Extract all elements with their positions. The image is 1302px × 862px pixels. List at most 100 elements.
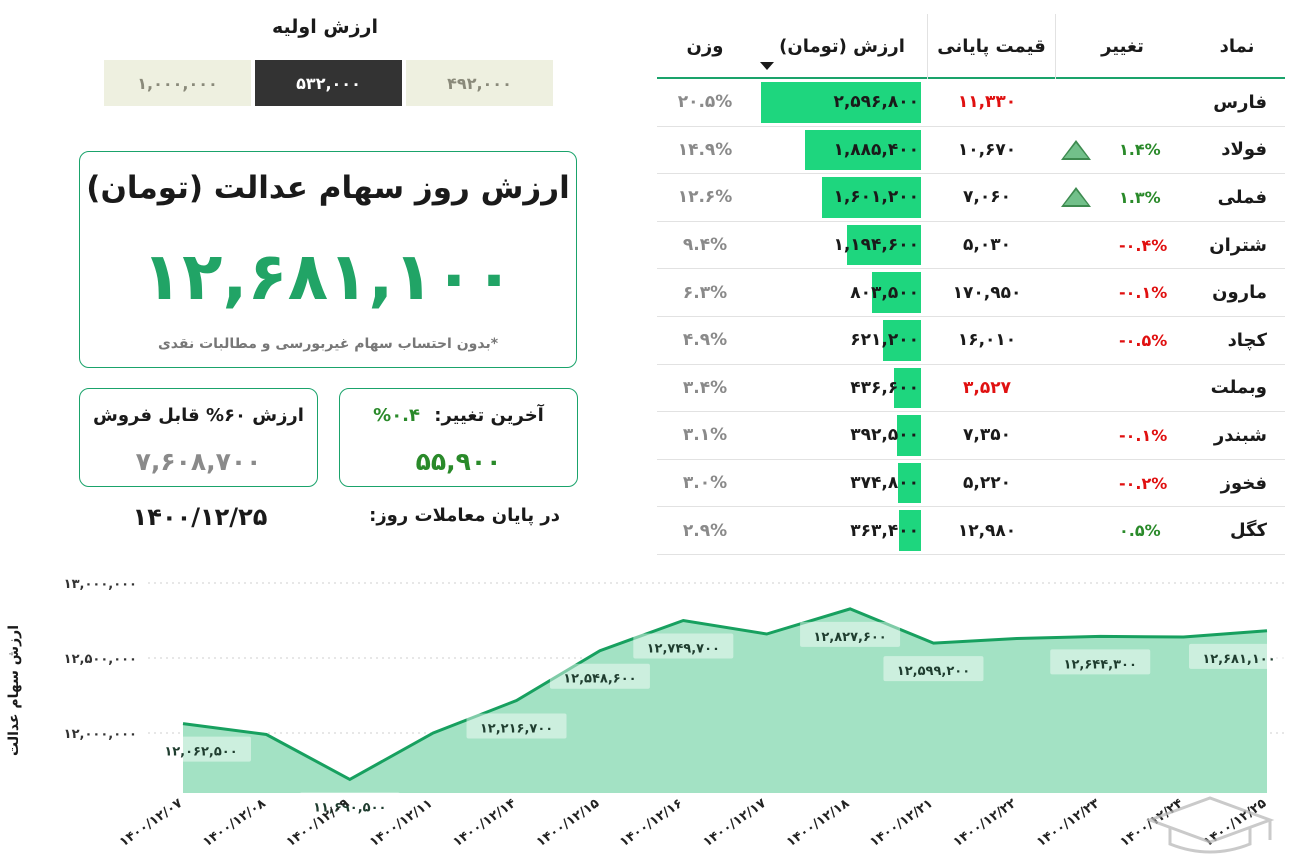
- up-arrow-icon: [1061, 139, 1091, 160]
- header-weight[interactable]: وزن: [686, 36, 724, 57]
- data-label: ۱۲,۵۴۸,۶۰۰: [563, 672, 636, 687]
- cell-final-price: ۵,۰۳۰: [963, 235, 1011, 256]
- table-row[interactable]: کگل ۰.۵% ۱۲,۹۸۰ ۳۶۳,۴۰۰ ۲.۹%: [657, 507, 1285, 555]
- header-final-price[interactable]: قیمت پایانی: [927, 14, 1055, 79]
- data-label-bg: [466, 713, 567, 739]
- cell-final-price: ۱۱,۳۳۰: [957, 92, 1017, 113]
- cell-value: ۴۳۶,۶۰۰: [757, 365, 921, 412]
- table-row[interactable]: فولاد ۱.۴% ۱۰,۶۷۰ ۱,۸۸۵,۴۰۰ ۱۴.۹%: [657, 127, 1285, 175]
- table-row[interactable]: کچاد -۰.۵% ۱۶,۰۱۰ ۶۲۱,۲۰۰ ۴.۹%: [657, 317, 1285, 365]
- current-value-title: ارزش روز سهام عدالت (تومان): [86, 170, 570, 206]
- data-label: ۱۱,۶۹۰,۵۰۰: [313, 800, 386, 815]
- value-bar: [804, 129, 921, 171]
- cell-weight: ۴.۹%: [682, 330, 728, 351]
- cell-symbol[interactable]: فارس: [1213, 91, 1267, 113]
- holdings-table: نماد تغییر قیمت پایانی ارزش (تومان) وزن …: [657, 14, 1285, 555]
- series-area: [183, 608, 1267, 793]
- table-header: نماد تغییر قیمت پایانی ارزش (تومان) وزن: [657, 14, 1285, 79]
- cell-change-value: ۰.۵%: [1119, 521, 1161, 541]
- cell-final-price: ۱۲,۹۸۰: [957, 520, 1017, 541]
- data-label-bg: [299, 792, 400, 818]
- cell-change: -۰.۵%: [1055, 317, 1175, 364]
- initial-value-option-selected[interactable]: ۵۳۲,۰۰۰: [255, 60, 402, 106]
- data-label-bg: [1189, 643, 1289, 669]
- sellable-value-title: ارزش ۶۰% قابل فروش: [93, 405, 304, 426]
- x-tick-label: ۱۴۰۰/۱۲/۱۸: [784, 796, 852, 850]
- series-line: [182, 607, 1268, 782]
- cell-symbol[interactable]: فملی: [1217, 186, 1267, 208]
- cell-weight: ۱۲.۶%: [677, 187, 733, 208]
- initial-value-option[interactable]: ۱,۰۰۰,۰۰۰: [104, 60, 251, 106]
- value-bar: [761, 82, 921, 123]
- cell-change-value: -۰.۵%: [1119, 330, 1168, 350]
- cell-weight: ۹.۴%: [682, 235, 728, 256]
- x-tick-label: ۱۴۰۰/۱۲/۲۳: [1034, 796, 1102, 850]
- header-symbol[interactable]: نماد: [1219, 36, 1255, 57]
- data-label-bg: [883, 656, 984, 682]
- initial-value-option[interactable]: ۴۹۲,۰۰۰: [406, 60, 553, 106]
- cell-change: -۰.۱%: [1055, 412, 1175, 459]
- cell-change: -۰.۱%: [1055, 269, 1175, 316]
- cell-change-value: -۰.۲%: [1119, 473, 1168, 493]
- cell-value: ۱,۱۹۴,۶۰۰: [757, 222, 921, 269]
- table-row[interactable]: شبندر -۰.۱% ۷,۳۵۰ ۳۹۲,۵۰۰ ۳.۱%: [657, 412, 1285, 460]
- cell-symbol[interactable]: کگل: [1229, 520, 1267, 542]
- initial-value-title: ارزش اولیه: [272, 16, 378, 38]
- cell-weight: ۱۴.۹%: [677, 139, 733, 160]
- x-tick-label: ۱۴۰۰/۱۲/۱۵: [534, 796, 602, 850]
- last-change-value: ۵۵,۹۰۰: [415, 447, 502, 476]
- value-bar: [897, 462, 921, 504]
- x-tick-label: ۱۴۰۰/۱۲/۰۷: [117, 796, 185, 850]
- table-row[interactable]: فملی ۱.۳% ۷,۰۶۰ ۱,۶۰۱,۲۰۰ ۱۲.۶%: [657, 174, 1285, 222]
- cell-symbol[interactable]: فولاد: [1221, 139, 1267, 161]
- data-label-bg: [1050, 649, 1151, 675]
- value-bar: [882, 319, 921, 361]
- cell-weight: ۶.۳%: [682, 282, 728, 303]
- sort-desc-icon[interactable]: [760, 62, 774, 70]
- end-of-day-label: در پایان معاملات روز:: [369, 505, 560, 526]
- header-change[interactable]: تغییر: [1055, 14, 1189, 79]
- cell-symbol[interactable]: وبملت: [1210, 377, 1267, 399]
- cell-symbol[interactable]: مارون: [1212, 282, 1267, 304]
- data-label: ۱۲,۰۶۲,۵۰۰: [164, 745, 237, 760]
- x-tick-label: ۱۴۰۰/۱۲/۲۲: [951, 796, 1019, 850]
- cell-change: -۰.۲%: [1055, 460, 1175, 507]
- y-tick-label: ۱۲,۰۰۰,۰۰۰: [64, 727, 137, 742]
- value-history-chart: ۱۳,۰۰۰,۰۰۰ ۱۲,۵۰۰,۰۰۰ ۱۲,۰۰۰,۰۰۰ ۱۲,۰۶۲,۵۰۰…: [64, 577, 1289, 850]
- table-row[interactable]: مارون -۰.۱% ۱۷۰,۹۵۰ ۸۰۳,۵۰۰ ۶.۳%: [657, 269, 1285, 317]
- last-change-percent: ۰.۴%: [373, 405, 420, 426]
- last-change-card: آخرین تغییر: ۰.۴% ۵۵,۹۰۰: [339, 388, 578, 487]
- sellable-value: ۷,۶۰۸,۷۰۰: [135, 447, 262, 476]
- table-row[interactable]: فارس ۱۱,۳۳۰ ۲,۵۹۶,۸۰۰ ۲۰.۵%: [657, 79, 1285, 127]
- value-bar: [822, 177, 921, 218]
- value-bar: [896, 415, 921, 456]
- cell-symbol[interactable]: فخوز: [1220, 472, 1267, 494]
- table-row[interactable]: شتران -۰.۴% ۵,۰۳۰ ۱,۱۹۴,۶۰۰ ۹.۴%: [657, 222, 1285, 270]
- cell-value-text: ۲,۵۹۶,۸۰۰: [833, 92, 919, 113]
- header-value[interactable]: ارزش (تومان): [779, 36, 905, 57]
- cell-value: ۲,۵۹۶,۸۰۰: [757, 79, 921, 126]
- sellable-value-card: ارزش ۶۰% قابل فروش ۷,۶۰۸,۷۰۰: [79, 388, 318, 487]
- data-label: ۱۲,۶۴۴,۳۰۰: [1064, 657, 1137, 672]
- table-row[interactable]: وبملت ۳,۵۲۷ ۴۳۶,۶۰۰ ۳.۴%: [657, 365, 1285, 413]
- x-tick-label: ۱۴۰۰/۱۲/۰۸: [200, 796, 268, 850]
- y-tick-label: ۱۳,۰۰۰,۰۰۰: [64, 577, 137, 592]
- current-value-note: *بدون احتساب سهام غیربورسی و مطالبات نقد…: [157, 336, 499, 352]
- cell-final-price: ۷,۳۵۰: [963, 425, 1011, 446]
- cell-value: ۳۹۲,۵۰۰: [757, 412, 921, 459]
- cell-symbol[interactable]: شتران: [1209, 234, 1267, 256]
- cell-symbol[interactable]: کچاد: [1227, 329, 1267, 351]
- cell-change: ۱.۳%: [1055, 174, 1175, 221]
- current-value-card: ارزش روز سهام عدالت (تومان) ۱۲,۶۸۱,۱۰۰ *…: [79, 151, 577, 368]
- watermark-logo: [1145, 796, 1275, 854]
- cell-value-text: ۱,۱۹۴,۶۰۰: [833, 235, 919, 256]
- cell-final-price: ۱۷۰,۹۵۰: [952, 282, 1022, 303]
- cell-final-price: ۷,۰۶۰: [963, 187, 1011, 208]
- cell-weight: ۳.۰%: [682, 473, 728, 494]
- cell-symbol[interactable]: شبندر: [1213, 424, 1267, 446]
- table-row[interactable]: فخوز -۰.۲% ۵,۲۲۰ ۳۷۴,۸۰۰ ۳.۰%: [657, 460, 1285, 508]
- last-change-title: آخرین تغییر: ۰.۴%: [340, 405, 577, 426]
- y-tick-label: ۱۲,۵۰۰,۰۰۰: [64, 652, 137, 667]
- cell-change: [1055, 365, 1175, 412]
- cell-change: ۰.۵%: [1055, 507, 1175, 554]
